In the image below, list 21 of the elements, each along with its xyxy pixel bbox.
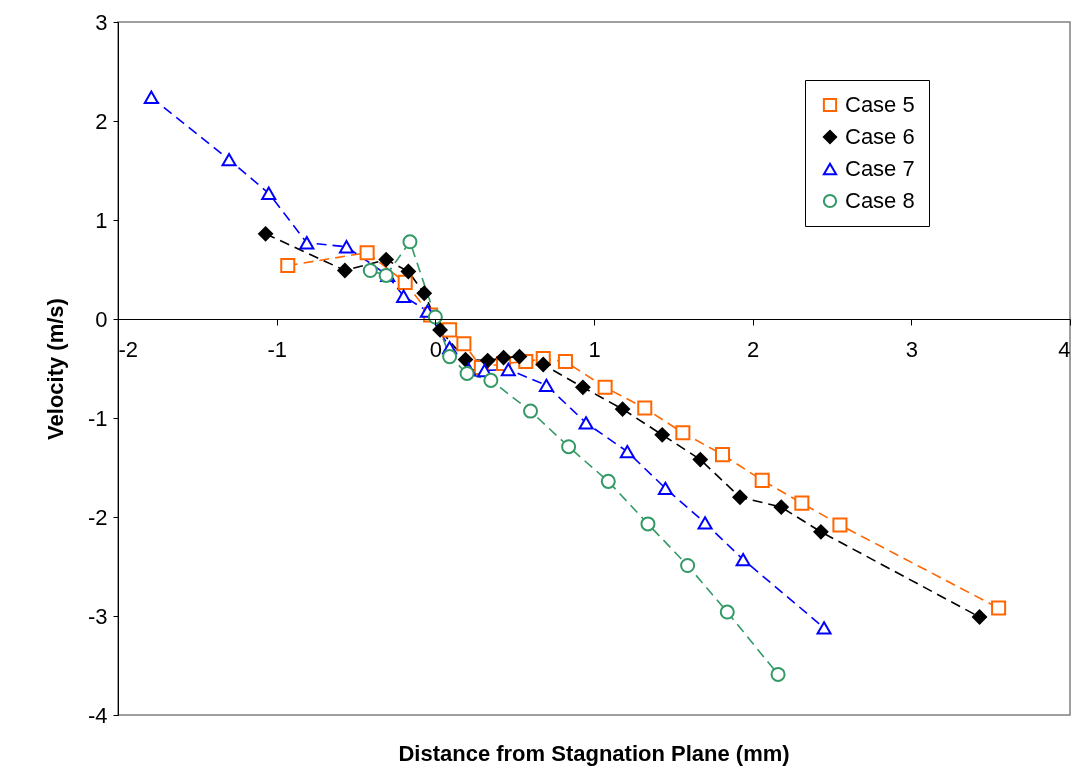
x-tick-label: 2: [747, 336, 760, 362]
y-tick-label: 0: [95, 306, 108, 332]
y-axis-title: Velocity (m/s): [42, 298, 68, 440]
x-tick-label: -2: [118, 336, 139, 362]
y-tick-label: -3: [87, 603, 108, 629]
x-tick-label: 3: [905, 336, 918, 362]
x-tick-label: -1: [267, 336, 287, 362]
legend-label: Case 5: [845, 92, 915, 117]
y-tick-label: -1: [87, 405, 108, 431]
y-tick-label: 3: [95, 9, 108, 35]
y-tick-label: -4: [87, 702, 108, 728]
x-tick-label: 1: [588, 336, 601, 362]
y-tick-label: 1: [95, 207, 108, 233]
x-tick-label: 4: [1058, 336, 1071, 362]
legend-label: Case 7: [845, 156, 915, 181]
x-axis-title: Distance from Stagnation Plane (mm): [398, 741, 790, 766]
legend-label: Case 8: [845, 188, 915, 213]
y-tick-label: -2: [87, 504, 108, 530]
x-tick-label: 0: [429, 336, 442, 362]
legend-label: Case 6: [845, 124, 915, 149]
y-tick-label: 2: [95, 108, 108, 134]
